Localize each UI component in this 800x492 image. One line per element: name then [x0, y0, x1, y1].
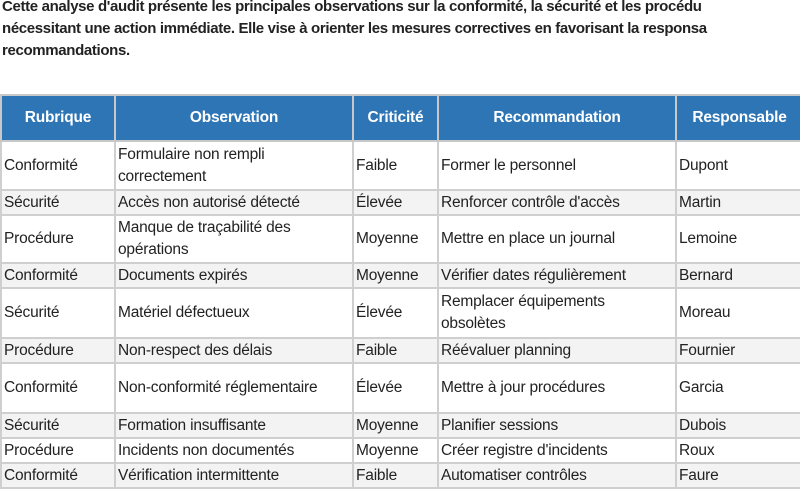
- cell-recommandation: Planifier sessions: [437, 412, 677, 439]
- header-recommandation: Recommandation: [437, 94, 677, 142]
- cell-responsable: Moreau: [675, 287, 800, 339]
- cell-recommandation: Former le personnel: [437, 140, 677, 191]
- table-row: Conformité Documents expirés Moyenne Vérifi…: [0, 262, 800, 289]
- cell-rubrique: Conformité: [0, 362, 116, 414]
- cell-recommandation: Vérifier dates régulièrement: [437, 262, 677, 289]
- header-rubrique: Rubrique: [0, 94, 116, 142]
- table-row: Procédure Incidents non documentés Moyenne…: [0, 437, 800, 464]
- cell-rubrique: Conformité: [0, 262, 116, 289]
- cell-responsable: Bernard: [675, 262, 800, 289]
- intro-line: Cette analyse d'audit présente les princ…: [2, 0, 702, 15]
- cell-observation: Formulaire non rempli correctement: [114, 140, 354, 191]
- cell-responsable: Dubois: [675, 412, 800, 439]
- cell-responsable: Roux: [675, 437, 800, 464]
- cell-recommandation: Mettre en place un journal: [437, 214, 677, 264]
- intro-paragraph: Cette analyse d'audit présente les princ…: [2, 0, 800, 62]
- table-row: Conformité Vérification intermittente Faib…: [0, 462, 800, 489]
- cell-observation: Accès non autorisé détecté: [114, 189, 354, 216]
- cell-rubrique: Sécurité: [0, 412, 116, 439]
- cell-rubrique: Sécurité: [0, 189, 116, 216]
- cell-criticite: Faible: [352, 337, 439, 364]
- cell-observation: Non-respect des délais: [114, 337, 354, 364]
- cell-recommandation: Remplacer équipements obsolètes: [437, 287, 677, 339]
- table-row: Conformité Formulaire non rempli correcte…: [0, 140, 800, 191]
- cell-recommandation: Automatiser contrôles: [437, 462, 677, 489]
- cell-observation: Matériel défectueux: [114, 287, 354, 339]
- cell-observation: Non-conformité réglementaire: [114, 362, 354, 414]
- header-responsable: Responsable: [675, 94, 800, 142]
- cell-observation: Documents expirés: [114, 262, 354, 289]
- table-row: Sécurité Matériel défectueux Élevée Remplac…: [0, 287, 800, 339]
- table-row: Procédure Manque de traçabilité des opéra…: [0, 214, 800, 264]
- cell-observation: Incidents non documentés: [114, 437, 354, 464]
- cell-rubrique: Procédure: [0, 214, 116, 264]
- cell-responsable: Dupont: [675, 140, 800, 191]
- cell-criticite: Élevée: [352, 362, 439, 414]
- cell-recommandation: Réévaluer planning: [437, 337, 677, 364]
- table-row: Sécurité Formation insuffisante Moyenne Pla…: [0, 412, 800, 439]
- cell-rubrique: Conformité: [0, 140, 116, 191]
- table-row: Sécurité Accès non autorisé détecté Élevée…: [0, 189, 800, 216]
- cell-rubrique: Procédure: [0, 437, 116, 464]
- cell-criticite: Faible: [352, 140, 439, 191]
- cell-responsable: Faure: [675, 462, 800, 489]
- cell-rubrique: Procédure: [0, 337, 116, 364]
- cell-observation: Manque de traçabilité des opérations: [114, 214, 354, 264]
- cell-responsable: Garcia: [675, 362, 800, 414]
- cell-criticite: Élevée: [352, 287, 439, 339]
- cell-criticite: Moyenne: [352, 437, 439, 464]
- cell-recommandation: Créer registre d'incidents: [437, 437, 677, 464]
- cell-responsable: Fournier: [675, 337, 800, 364]
- table-header-row: Rubrique Observation Criticité Recommand…: [0, 94, 800, 142]
- cell-rubrique: Sécurité: [0, 287, 116, 339]
- header-criticite: Criticité: [352, 94, 439, 142]
- cell-criticite: Élevée: [352, 189, 439, 216]
- table-row: Conformité Non-conformité réglementaire Él…: [0, 362, 800, 414]
- cell-observation: Formation insuffisante: [114, 412, 354, 439]
- cell-recommandation: Renforcer contrôle d'accès: [437, 189, 677, 216]
- cell-criticite: Moyenne: [352, 412, 439, 439]
- audit-table: Rubrique Observation Criticité Recommand…: [0, 94, 800, 489]
- table-row: Procédure Non-respect des délais Faible Réé…: [0, 337, 800, 364]
- cell-observation: Vérification intermittente: [114, 462, 354, 489]
- cell-responsable: Lemoine: [675, 214, 800, 264]
- intro-line: nécessitant une action immédiate. Elle v…: [2, 20, 707, 37]
- cell-criticite: Faible: [352, 462, 439, 489]
- cell-rubrique: Conformité: [0, 462, 116, 489]
- cell-criticite: Moyenne: [352, 214, 439, 264]
- intro-line: recommandations.: [2, 42, 130, 59]
- cell-responsable: Martin: [675, 189, 800, 216]
- cell-criticite: Moyenne: [352, 262, 439, 289]
- header-observation: Observation: [114, 94, 354, 142]
- cell-recommandation: Mettre à jour procédures: [437, 362, 677, 414]
